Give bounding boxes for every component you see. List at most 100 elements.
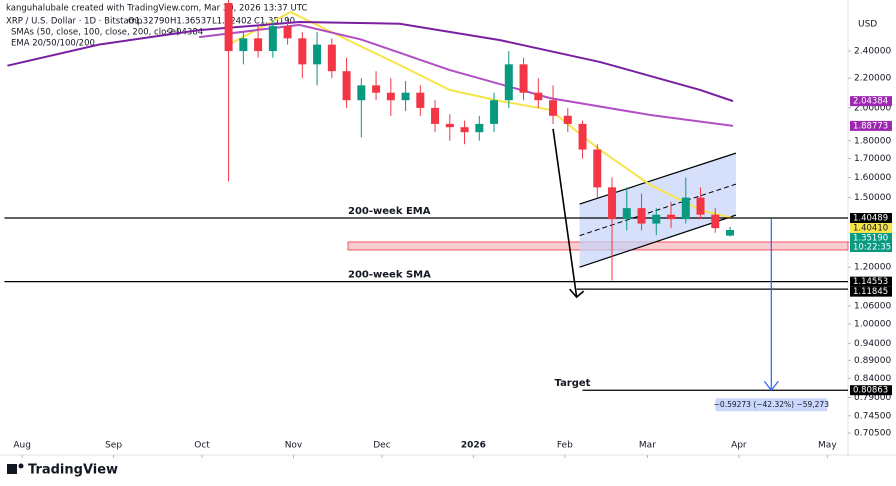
candle-body xyxy=(504,64,513,101)
y-tick-label: 1.60000 xyxy=(854,173,891,183)
price-tag-label: 1.88773 xyxy=(853,121,888,131)
price-tag-label: 0.80863 xyxy=(853,386,888,396)
price-tag xyxy=(850,120,892,131)
candle-body xyxy=(696,197,705,215)
y-tick-label: 1.70000 xyxy=(854,154,891,164)
ohlc-high: H1.36537 xyxy=(170,17,212,27)
channel-mid xyxy=(579,183,737,237)
candle-body xyxy=(401,92,410,101)
y-tick-label: 0.94000 xyxy=(854,339,891,349)
price-tag xyxy=(850,96,892,107)
price-tag-label: 1.14553 xyxy=(853,277,888,287)
y-tick-label: 0.89000 xyxy=(854,356,891,366)
candle-body xyxy=(475,123,484,133)
y-tick-label: 2.00000 xyxy=(854,103,891,113)
candle-body xyxy=(681,197,690,220)
x-tick-label: Apr xyxy=(731,441,747,451)
brand: TradingView xyxy=(28,463,118,478)
logo-mark xyxy=(7,464,17,474)
candle-body xyxy=(460,127,469,133)
candle-body xyxy=(224,3,233,52)
x-tick-label: Oct xyxy=(194,441,210,451)
y-tick-label: 1.06000 xyxy=(854,301,891,311)
y-tick-label: 1.00000 xyxy=(854,320,891,330)
y-tick-label: 1.80000 xyxy=(854,136,891,146)
ohlc-open: O1.32790 xyxy=(128,17,170,27)
candle-body xyxy=(608,187,617,220)
x-tick-label: Mar xyxy=(639,441,656,451)
moving-average xyxy=(7,21,734,103)
moving-average xyxy=(198,23,734,127)
level-label: 200-week EMA xyxy=(348,206,431,217)
level-label: 200-week SMA xyxy=(348,270,431,281)
candle-body xyxy=(534,92,543,101)
price-tag xyxy=(850,286,892,297)
price-tag xyxy=(850,213,892,224)
candle-body xyxy=(298,38,307,65)
x-tick-label: Dec xyxy=(373,441,390,451)
y-tick-label: 0.70500 xyxy=(854,428,891,438)
candle-body xyxy=(726,230,735,236)
candle-body xyxy=(667,214,676,220)
x-tick-label: Sep xyxy=(105,441,122,451)
measure-label: −0.59273 (−42.32%) −59,273 xyxy=(714,400,830,409)
y-tick-label: 0.84000 xyxy=(854,374,891,384)
candle-body xyxy=(254,38,263,52)
candle-body xyxy=(652,214,661,224)
candle-body xyxy=(327,44,336,72)
candle-body xyxy=(563,115,572,124)
candle-body xyxy=(416,92,425,108)
price-tag xyxy=(850,276,892,287)
candle-body xyxy=(386,92,395,101)
candle-body xyxy=(519,64,528,93)
candle-body xyxy=(490,100,499,124)
logo-dot xyxy=(18,463,24,469)
measure-box xyxy=(715,398,828,412)
candle-body xyxy=(637,208,646,224)
candle-body xyxy=(578,123,587,150)
candle-body xyxy=(239,38,248,52)
level-label: Target xyxy=(555,378,591,389)
price-tag-time: 10:22:35 xyxy=(853,243,891,253)
x-tick-label: May xyxy=(818,441,837,451)
measure-arrowhead xyxy=(763,380,779,392)
drop-arrow xyxy=(552,128,578,298)
candle-body xyxy=(593,149,602,188)
price-tag xyxy=(850,233,892,253)
candle-body xyxy=(357,85,366,101)
y-tick-label: 1.50000 xyxy=(854,193,891,203)
x-tick-label: Nov xyxy=(285,441,303,451)
price-tag-label: 1.40410 xyxy=(853,224,888,234)
price-tag xyxy=(850,223,892,234)
y-tick-label: 2.40000 xyxy=(854,47,891,57)
y-tick-label: 1.20000 xyxy=(854,263,891,273)
x-tick-label: 2026 xyxy=(461,441,486,451)
y-tick-label: 0.74500 xyxy=(854,411,891,421)
ema-legend: EMA 20/50/100/200 xyxy=(11,39,95,49)
candle-body xyxy=(372,85,381,93)
candle-body xyxy=(431,107,440,124)
candle-body xyxy=(622,208,631,220)
sma-legend: SMAs (50, close, 100, close, 200, close) xyxy=(11,28,179,38)
candle-body xyxy=(313,44,322,65)
drop-arrowhead xyxy=(569,288,585,299)
candle-body xyxy=(268,26,277,52)
channel-upper xyxy=(579,152,737,205)
channel-lower xyxy=(579,214,737,268)
y-tick-label: 2.20000 xyxy=(854,74,891,84)
price-tag-label: 2.04384 xyxy=(853,97,888,107)
price-tag-label: 1.35190 xyxy=(853,234,888,244)
candle-body xyxy=(711,214,720,229)
x-tick-label: Aug xyxy=(13,441,31,451)
price-tag-label: 1.40489 xyxy=(853,214,888,224)
candle-body xyxy=(549,100,558,116)
candle-body xyxy=(342,71,351,101)
price-tag-label: 1.11845 xyxy=(853,287,888,297)
symbol: XRP / U.S. Dollar · 1D · Bitstamp xyxy=(6,17,142,27)
candle-body xyxy=(283,26,292,39)
footer-logo: TradingView xyxy=(7,463,118,478)
currency: USD xyxy=(858,20,877,30)
price-tag xyxy=(850,385,892,396)
x-tick-label: Feb xyxy=(557,441,573,451)
